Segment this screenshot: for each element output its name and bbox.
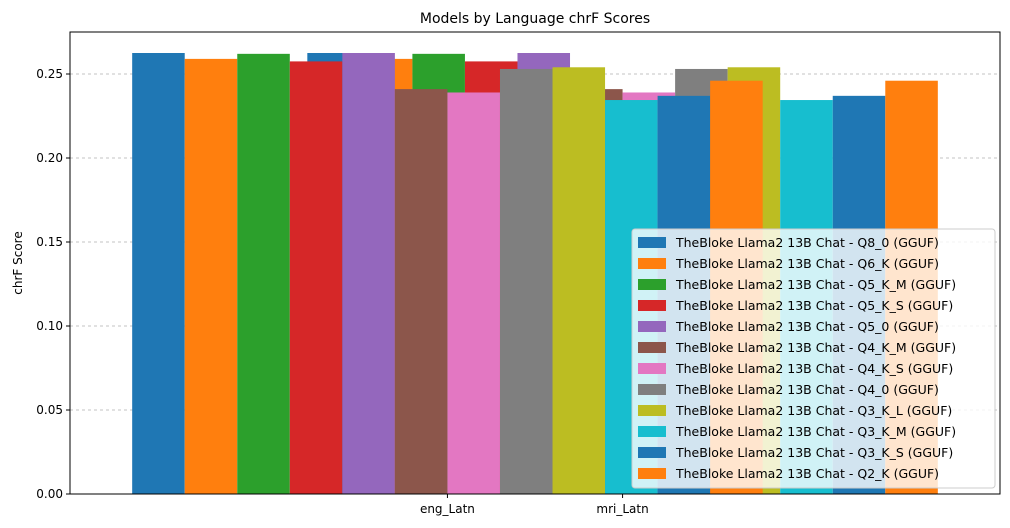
bar	[552, 67, 606, 494]
y-axis: 0.00 0.05 0.10 0.15 0.20 0.25	[36, 67, 70, 501]
bar	[394, 89, 448, 495]
y-tick-label: 0.20	[36, 151, 63, 165]
legend-label: TheBloke Llama2 13B Chat - Q5_K_M (GGUF)	[675, 277, 956, 292]
legend-label: TheBloke Llama2 13B Chat - Q3_K_M (GGUF)	[675, 424, 956, 439]
legend-swatch	[638, 447, 666, 458]
y-tick-label: 0.15	[36, 235, 63, 249]
legend-swatch	[638, 426, 666, 437]
legend-swatch	[638, 342, 666, 353]
y-tick-label: 0.05	[36, 403, 63, 417]
legend-swatch	[638, 300, 666, 311]
legend-label: TheBloke Llama2 13B Chat - Q4_0 (GGUF)	[675, 382, 939, 397]
bar	[132, 53, 185, 494]
legend-label: TheBloke Llama2 13B Chat - Q4_K_S (GGUF)	[675, 361, 953, 376]
legend-label: TheBloke Llama2 13B Chat - Q4_K_M (GGUF)	[675, 340, 956, 355]
legend-label: TheBloke Llama2 13B Chat - Q5_0 (GGUF)	[675, 319, 939, 334]
legend-swatch	[638, 321, 666, 332]
x-tick-label: mri_Latn	[596, 502, 648, 516]
legend-label: TheBloke Llama2 13B Chat - Q5_K_S (GGUF)	[675, 298, 953, 313]
bar	[499, 68, 553, 495]
legend: TheBloke Llama2 13B Chat - Q8_0 (GGUF) Th…	[631, 228, 996, 489]
bar	[184, 58, 238, 494]
y-tick-label: 0.10	[36, 319, 63, 333]
y-tick-label: 0.25	[36, 67, 63, 81]
bar	[289, 61, 343, 495]
legend-items: TheBloke Llama2 13B Chat - Q8_0 (GGUF) Th…	[638, 235, 956, 481]
x-axis: eng_Latn mri_Latn	[420, 494, 649, 516]
legend-swatch	[638, 279, 666, 290]
legend-label: TheBloke Llama2 13B Chat - Q3_K_S (GGUF)	[675, 445, 953, 460]
chart-title: Models by Language chrF Scores	[420, 11, 650, 27]
bar	[342, 53, 395, 494]
x-tick-label: eng_Latn	[420, 502, 475, 516]
y-tick-label: 0.00	[36, 487, 63, 501]
y-axis-title: chrF Score	[11, 231, 25, 294]
legend-swatch	[638, 258, 666, 269]
legend-label: TheBloke Llama2 13B Chat - Q6_K (GGUF)	[675, 256, 939, 271]
legend-label: TheBloke Llama2 13B Chat - Q2_K (GGUF)	[675, 466, 939, 481]
legend-label: TheBloke Llama2 13B Chat - Q8_0 (GGUF)	[675, 235, 939, 250]
legend-swatch	[638, 468, 666, 479]
legend-swatch	[638, 384, 666, 395]
bar	[237, 53, 290, 495]
legend-swatch	[638, 363, 666, 374]
legend-swatch	[638, 237, 666, 248]
legend-label: TheBloke Llama2 13B Chat - Q3_K_L (GGUF)	[675, 403, 952, 418]
bar	[447, 92, 500, 494]
legend-box	[631, 228, 996, 489]
legend-swatch	[638, 405, 666, 416]
plot-frame	[69, 31, 1001, 495]
